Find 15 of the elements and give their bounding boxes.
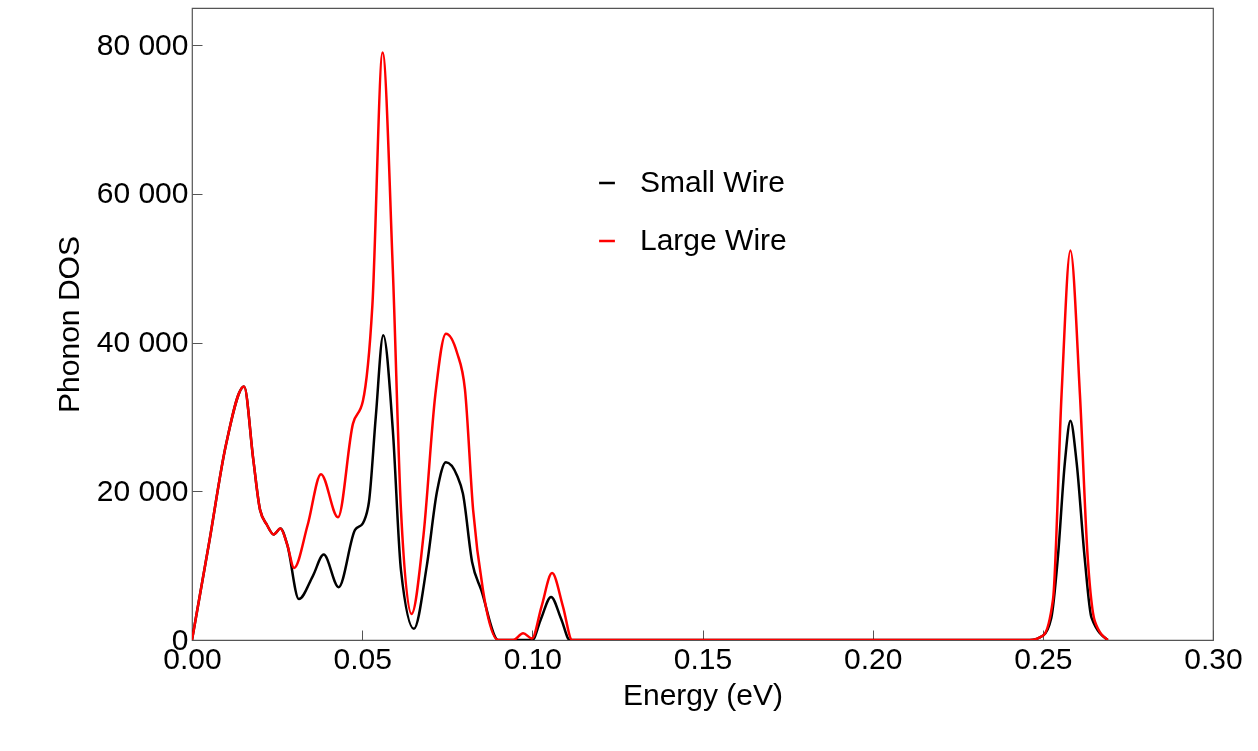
legend-label: Small Wire <box>640 165 786 198</box>
y-tick-label: 20 000 <box>96 473 189 507</box>
x-tick-label: 0.25 <box>1014 641 1073 675</box>
y-tick-label: 60 000 <box>96 176 189 210</box>
x-tick-label: 0.10 <box>503 641 563 675</box>
y-tick-label: 80 000 <box>96 27 189 61</box>
line-series <box>192 51 1110 640</box>
y-axis-title: Phonon DOS <box>51 236 85 413</box>
x-tick-label: 0.20 <box>843 641 903 675</box>
x-tick-label: 0.15 <box>673 641 733 675</box>
x-tick-label: 0.30 <box>1184 641 1243 675</box>
x-tick-label: 0.05 <box>333 641 392 675</box>
y-tick-label: 40 000 <box>96 325 189 359</box>
x-axis-title: Energy (eV) <box>622 677 784 711</box>
legend-label: Large Wire <box>640 223 787 256</box>
